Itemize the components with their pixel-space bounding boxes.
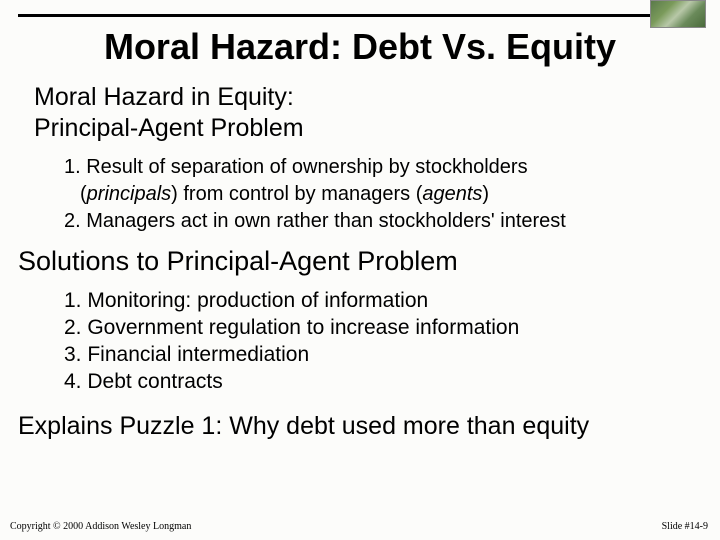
slide-title: Moral Hazard: Debt Vs. Equity [0, 26, 720, 68]
italic-text: agents [422, 183, 482, 205]
list-item-cont: (principals) from control by managers (a… [80, 182, 702, 207]
text: ) [482, 183, 489, 205]
list-item: 4. Debt contracts [64, 368, 702, 395]
corner-image [650, 0, 706, 28]
list-item: 2. Managers act in own rather than stock… [64, 209, 702, 234]
subheading-2: Solutions to Principal-Agent Problem [18, 246, 702, 277]
text: ) from control by managers ( [171, 183, 422, 205]
list-item: 1. Result of separation of ownership by … [64, 155, 702, 180]
horizontal-rule [18, 14, 702, 17]
list-item: 2. Government regulation to increase inf… [64, 314, 702, 341]
subheading-1-line1: Moral Hazard in Equity: [34, 82, 702, 113]
list-1: 1. Result of separation of ownership by … [64, 155, 702, 234]
footer-copyright: Copyright © 2000 Addison Wesley Longman [10, 521, 191, 532]
list-item: 1. Monitoring: production of information [64, 287, 702, 314]
list-2: 1. Monitoring: production of information… [64, 287, 702, 396]
footer-slide-number: Slide #14-9 [662, 521, 708, 532]
subheading-1-line2: Principal-Agent Problem [34, 113, 702, 144]
italic-text: principals [87, 183, 171, 205]
text: ( [80, 183, 87, 205]
slide-body: Moral Hazard in Equity: Principal-Agent … [18, 82, 702, 441]
list-item: 3. Financial intermediation [64, 341, 702, 368]
closing-line: Explains Puzzle 1: Why debt used more th… [18, 412, 702, 441]
